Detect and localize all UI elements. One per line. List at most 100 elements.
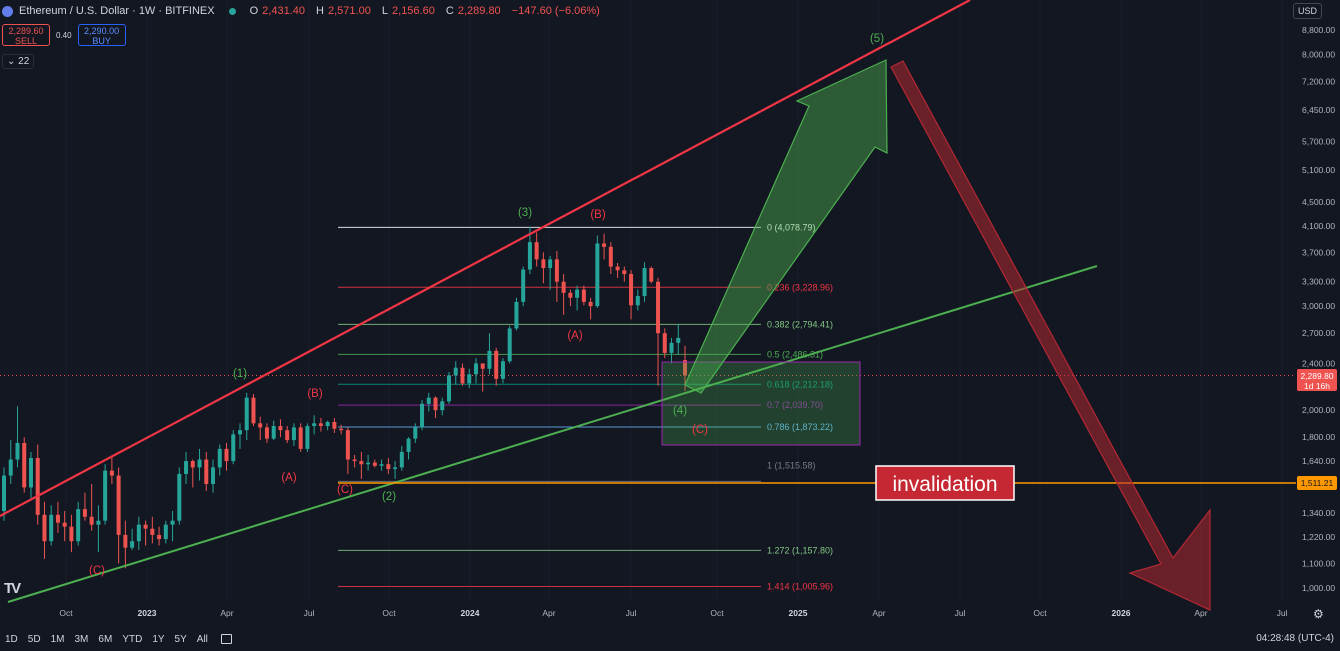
close-label: C xyxy=(445,5,454,17)
candle-body xyxy=(575,289,580,298)
candle-body xyxy=(35,457,40,515)
candle-body xyxy=(8,459,13,476)
price-tags: 2,289.80 1d 16h 1,511.21 xyxy=(1297,369,1337,490)
range-button-5d[interactable]: 5D xyxy=(27,633,41,645)
price-tick: 1,220.00 xyxy=(1302,532,1335,542)
candle-body xyxy=(372,462,377,466)
candle-body xyxy=(467,374,472,384)
candle-body xyxy=(568,292,573,298)
range-button-ytd[interactable]: YTD xyxy=(122,633,143,645)
clock-display[interactable]: 04:28:48 (UTC-4) xyxy=(1256,633,1334,644)
currency-selector[interactable]: USD xyxy=(1292,3,1322,19)
current-price-value: 2,289.80 xyxy=(1300,371,1333,381)
candle-body xyxy=(76,509,81,542)
candle-body xyxy=(332,421,337,429)
range-button-3m[interactable]: 3M xyxy=(74,633,89,645)
time-tick: Oct xyxy=(1033,608,1047,618)
candle-body xyxy=(359,461,364,465)
candle-body xyxy=(399,451,404,468)
invalidation-box[interactable] xyxy=(875,465,1015,501)
calendar-icon[interactable] xyxy=(220,634,232,644)
price-tick: 5,100.00 xyxy=(1302,165,1335,175)
candle-body xyxy=(534,242,539,260)
candle-body xyxy=(28,457,33,488)
time-tick: Jul xyxy=(1277,608,1288,618)
candle-body xyxy=(345,430,350,460)
candle-body xyxy=(42,514,47,542)
wave-label: (B) xyxy=(307,388,323,400)
candle-body xyxy=(669,342,674,353)
fib-level-label: 1 (1,515.58) xyxy=(767,460,816,470)
fib-level-label: 0.5 (2,486.31) xyxy=(767,349,823,359)
bullish-arrow[interactable] xyxy=(684,59,888,394)
candle-body xyxy=(55,514,60,523)
candle-body xyxy=(683,360,687,376)
wave-label: (A) xyxy=(281,472,297,484)
time-tick: Apr xyxy=(220,608,233,618)
lower-trendline[interactable] xyxy=(7,265,1098,603)
candle-body xyxy=(676,337,681,343)
candle-body xyxy=(62,522,67,527)
fib-level-label: 0.382 (2,794.41) xyxy=(767,319,833,329)
upper-trendline[interactable] xyxy=(0,0,971,517)
drawings-layer[interactable] xyxy=(0,0,1296,611)
range-button-1d[interactable]: 1D xyxy=(5,633,18,645)
buy-button[interactable]: 2,290.00 BUY xyxy=(77,24,126,46)
tradingview-logo-icon[interactable]: TV xyxy=(4,580,21,597)
candle-body xyxy=(426,397,431,404)
candle-body xyxy=(49,514,54,542)
price-tick: 2,400.00 xyxy=(1302,358,1335,368)
candle-body xyxy=(163,524,168,540)
candle-body xyxy=(561,281,566,293)
range-button-6m[interactable]: 6M xyxy=(98,633,113,645)
range-button-1y[interactable]: 1Y xyxy=(152,633,165,645)
sell-button[interactable]: 2,289.60 SELL xyxy=(2,24,50,46)
candle-body xyxy=(642,268,647,297)
fib-retracement[interactable]: 0 (4,078.79) 0.236 (3,228.96) 0.382 (2,794… xyxy=(0,222,1296,591)
price-tick: 1,000.00 xyxy=(1302,583,1335,593)
ohlc-values: O 2,431.40 H 2,571.00 L 2,156.60 C 2,289.80 … xyxy=(250,5,604,17)
candle-body xyxy=(514,301,519,329)
price-tick: 2,000.00 xyxy=(1302,405,1335,415)
candle-body xyxy=(136,524,141,542)
candle-body xyxy=(237,430,242,435)
time-tick: Apr xyxy=(542,608,555,618)
candle-body xyxy=(494,350,499,379)
range-button-1m[interactable]: 1M xyxy=(50,633,65,645)
candle-body xyxy=(588,301,593,307)
candle-body xyxy=(82,509,87,517)
fib-level-label: 0 (4,078.79) xyxy=(767,222,816,232)
candle-body xyxy=(318,423,323,427)
buy-label: BUY xyxy=(92,36,111,46)
range-button-all[interactable]: All xyxy=(196,633,208,645)
range-button-5y[interactable]: 5Y xyxy=(174,633,187,645)
target-zone-box[interactable] xyxy=(661,361,861,446)
bearish-arrow[interactable] xyxy=(890,60,1211,611)
fib-level-label: 0.7 (2,039.70) xyxy=(767,400,823,410)
invalidation-annotation[interactable]: invalidation xyxy=(875,465,1015,501)
candle-body xyxy=(211,467,216,484)
symbol-title[interactable]: Ethereum / U.S. Dollar · 1W · BITFINEX xyxy=(19,5,215,17)
candle-body xyxy=(2,475,6,512)
range-buttons: 1D 5D 1M 3M 6M YTD 1Y 5Y All xyxy=(0,634,213,645)
fib-level-label: 0.786 (1,873.22) xyxy=(767,422,833,432)
price-tick: 3,000.00 xyxy=(1302,301,1335,311)
candle-body xyxy=(197,459,202,468)
wave-label: (A) xyxy=(567,330,583,342)
price-tick: 2,700.00 xyxy=(1302,328,1335,338)
time-axis[interactable]: Oct 2023 Apr Jul Oct 2024 Apr Jul Oct 2025 Apr Jul O… xyxy=(59,608,1287,618)
high-label: H xyxy=(316,5,324,17)
time-tick: 2025 xyxy=(789,608,808,618)
indicators-toggle[interactable]: ⌄ 22 xyxy=(2,54,35,69)
price-tick: 1,800.00 xyxy=(1302,432,1335,442)
gear-icon[interactable]: ⚙ xyxy=(1313,607,1324,621)
price-axis[interactable]: 8,800.00 8,000.00 7,200.00 6,450.00 5,700.00… xyxy=(1296,0,1340,627)
sell-price: 2,289.60 xyxy=(8,26,44,36)
candle-body xyxy=(420,403,425,428)
open-value: 2,431.40 xyxy=(262,5,305,17)
candle-body xyxy=(298,427,303,449)
wave-label: (2) xyxy=(382,491,396,503)
candle-body xyxy=(662,333,667,353)
wave-labels: (1) (2) (3) (4) (5) (C) (A) (B) (C) (A) (B) (C) xyxy=(89,33,884,577)
